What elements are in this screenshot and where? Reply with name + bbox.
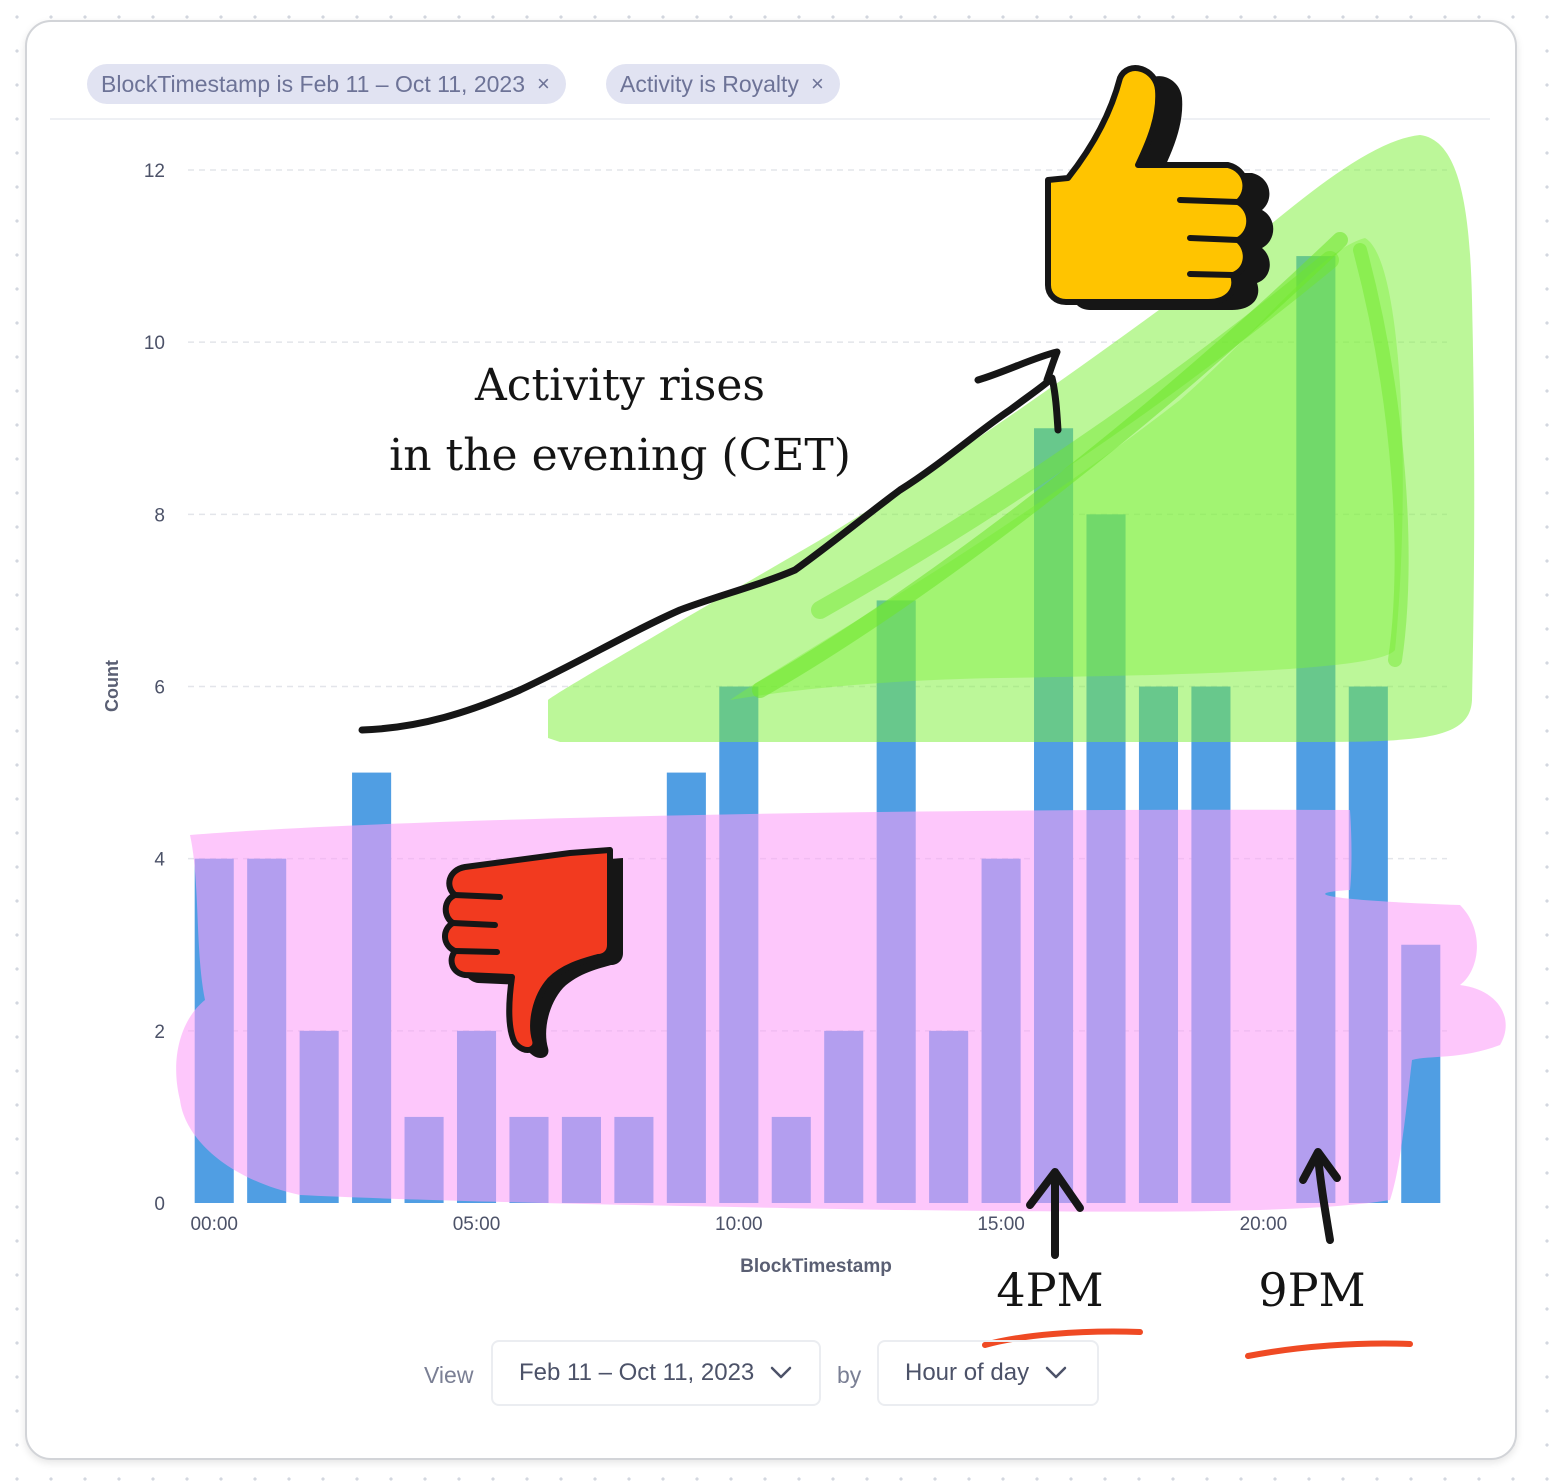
arrow-head-icon (974, 348, 1061, 384)
x-tick-label: 15:00 (977, 1214, 1025, 1235)
date-range-value: Feb 11 – Oct 11, 2023 (519, 1359, 755, 1386)
y-tick-label: 12 (144, 161, 165, 182)
y-tick-label: 4 (154, 850, 165, 871)
filter-chip-activity[interactable]: Activity is Royalty × (606, 64, 840, 104)
y-axis-ticks: 0 2 4 6 8 10 12 (144, 161, 166, 1215)
y-tick-label: 0 (154, 1194, 165, 1215)
x-tick-label: 05:00 (453, 1214, 501, 1235)
y-tick-label: 6 (154, 678, 165, 699)
header-divider (50, 118, 1490, 120)
underline-9pm (1245, 1340, 1413, 1359)
x-tick-label: 10:00 (715, 1214, 763, 1235)
thumbs-up-icon (1045, 65, 1274, 310)
x-axis-ticks: 00:00 05:00 10:00 15:00 20:00 (190, 1214, 1287, 1235)
y-tick-label: 8 (154, 505, 165, 526)
arrow-up-4pm-icon (1026, 1168, 1084, 1259)
label-4pm: 4PM (996, 1263, 1103, 1317)
filter-chip-timestamp-label: BlockTimestamp is Feb 11 – Oct 11, 2023 (101, 70, 525, 97)
annotation-line-2: in the evening (CET) (389, 430, 851, 481)
pink-highlight (176, 809, 1506, 1212)
date-range-dropdown[interactable]: Feb 11 – Oct 11, 2023 (491, 1340, 821, 1406)
chart-footer: View Feb 11 – Oct 11, 2023 by Hour of da… (0, 1340, 1554, 1410)
label-9pm: 9PM (1258, 1263, 1365, 1317)
y-axis-label: Count (102, 660, 122, 712)
y-tick-label: 10 (144, 333, 165, 354)
chevron-down-icon (771, 1366, 792, 1379)
trend-arrow (358, 374, 1062, 734)
close-icon[interactable]: × (536, 71, 550, 96)
x-tick-label: 20:00 (1240, 1214, 1288, 1235)
granularity-value: Hour of day (905, 1359, 1030, 1386)
thumbs-down-icon (442, 847, 623, 1059)
y-tick-label: 2 (154, 1022, 165, 1043)
chevron-down-icon (1045, 1366, 1067, 1379)
filter-chip-timestamp[interactable]: BlockTimestamp is Feb 11 – Oct 11, 2023 … (87, 64, 566, 104)
x-tick-label: 00:00 (190, 1214, 238, 1235)
view-label: View (424, 1362, 474, 1388)
close-icon[interactable]: × (810, 71, 824, 96)
by-label: by (837, 1362, 862, 1388)
filter-chip-activity-label: Activity is Royalty (620, 70, 799, 97)
arrow-up-9pm-icon (1299, 1148, 1341, 1244)
x-axis-label: BlockTimestamp (740, 1256, 892, 1277)
granularity-dropdown[interactable]: Hour of day (877, 1340, 1099, 1406)
annotation-line-1: Activity rises (474, 360, 765, 411)
